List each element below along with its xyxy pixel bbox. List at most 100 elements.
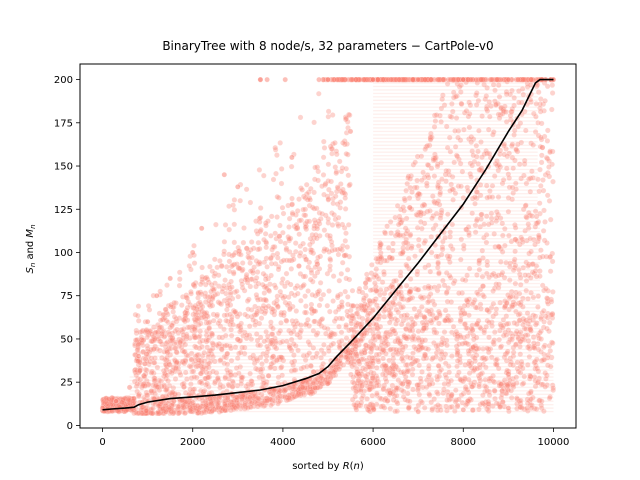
scatter-point bbox=[349, 287, 356, 294]
scatter-point bbox=[370, 76, 376, 83]
scatter-point bbox=[264, 76, 270, 83]
scatter-point bbox=[366, 354, 373, 361]
scatter-point bbox=[133, 327, 140, 334]
scatter-point bbox=[173, 364, 179, 371]
scatter-point bbox=[342, 195, 348, 201]
scatter-point bbox=[188, 364, 194, 370]
scatter-point bbox=[403, 335, 409, 342]
scatter-point bbox=[537, 143, 544, 150]
scatter-point bbox=[300, 240, 306, 247]
scatter-point bbox=[394, 317, 401, 324]
scatter-point bbox=[191, 326, 198, 332]
scatter-point bbox=[332, 193, 339, 199]
y-tick-label: 0 bbox=[67, 421, 73, 432]
scatter-point bbox=[273, 170, 279, 177]
scatter-point bbox=[305, 316, 311, 323]
scatter-point bbox=[182, 369, 189, 376]
scatter-point bbox=[198, 291, 205, 297]
scatter-point bbox=[207, 263, 213, 270]
scatter-point bbox=[517, 271, 523, 278]
scatter-point bbox=[422, 284, 428, 291]
scatter-point bbox=[206, 297, 212, 304]
scatter-point bbox=[390, 360, 397, 366]
scatter-point bbox=[125, 396, 132, 403]
scatter-point bbox=[452, 190, 459, 197]
scatter-point bbox=[199, 264, 205, 271]
scatter-point bbox=[539, 152, 545, 159]
scatter-point bbox=[475, 161, 482, 167]
scatter-point bbox=[222, 394, 229, 401]
scatter-point bbox=[547, 268, 554, 274]
scatter-point bbox=[549, 340, 556, 346]
scatter-point bbox=[338, 181, 344, 187]
scatter-point bbox=[427, 317, 434, 324]
scatter-point bbox=[292, 285, 299, 291]
scatter-point bbox=[523, 202, 529, 208]
y-tick-label: 50 bbox=[60, 334, 73, 345]
scatter-point bbox=[310, 278, 316, 285]
scatter-point bbox=[517, 120, 524, 126]
scatter-point bbox=[488, 354, 495, 360]
scatter-point bbox=[434, 287, 441, 294]
scatter-point bbox=[318, 354, 324, 361]
scatter-point bbox=[259, 361, 265, 367]
scatter-point bbox=[483, 182, 490, 189]
scatter-point bbox=[495, 82, 502, 88]
scatter-point bbox=[351, 361, 358, 368]
scatter-point bbox=[448, 377, 454, 384]
scatter-point bbox=[218, 346, 225, 352]
scatter-point bbox=[479, 400, 486, 406]
scatter-point bbox=[520, 321, 526, 328]
scatter-point bbox=[295, 290, 301, 297]
scatter-point bbox=[461, 242, 467, 249]
scatter-point bbox=[336, 323, 342, 330]
scatter-point bbox=[292, 240, 299, 246]
scatter-point bbox=[532, 224, 539, 230]
scatter-point bbox=[459, 341, 466, 347]
scatter-point bbox=[289, 154, 295, 161]
scatter-point bbox=[465, 397, 471, 404]
scatter-point bbox=[289, 211, 296, 218]
scatter-point bbox=[344, 308, 350, 315]
scatter-point bbox=[449, 221, 456, 228]
scatter-point bbox=[317, 383, 324, 390]
scatter-point bbox=[269, 246, 275, 253]
scatter-point bbox=[450, 323, 457, 330]
scatter-point bbox=[342, 288, 348, 295]
scatter-point bbox=[521, 76, 528, 83]
scatter-point bbox=[253, 275, 260, 281]
scatter-point bbox=[370, 307, 376, 313]
scatter-point bbox=[438, 119, 444, 125]
scatter-point bbox=[409, 189, 415, 195]
scatter-point bbox=[377, 335, 383, 341]
scatter-point bbox=[527, 389, 534, 396]
scatter-point bbox=[321, 342, 327, 348]
scatter-point bbox=[509, 304, 516, 310]
scatter-point bbox=[474, 90, 480, 96]
scatter-point bbox=[389, 255, 395, 261]
scatter-point bbox=[310, 345, 317, 351]
scatter-point bbox=[345, 301, 351, 308]
scatter-point bbox=[277, 398, 283, 404]
scatter-point bbox=[265, 275, 272, 282]
scatter-point bbox=[538, 159, 545, 166]
scatter-point bbox=[197, 339, 203, 345]
scatter-point bbox=[366, 386, 372, 393]
scatter-point bbox=[174, 326, 180, 333]
scatter-point bbox=[202, 375, 208, 382]
scatter-point bbox=[296, 253, 303, 259]
scatter-point bbox=[231, 403, 237, 410]
scatter-point bbox=[287, 385, 293, 391]
scatter-point bbox=[459, 276, 466, 283]
scatter-point bbox=[255, 280, 262, 287]
scatter-point bbox=[489, 272, 495, 278]
scatter-point bbox=[499, 391, 505, 398]
scatter-point bbox=[244, 332, 250, 338]
scatter-point bbox=[346, 182, 352, 189]
scatter-point bbox=[381, 314, 388, 320]
scatter-point bbox=[338, 271, 345, 277]
x-axis-label: sorted by R(n) bbox=[292, 461, 364, 472]
scatter-point bbox=[332, 309, 339, 315]
scatter-point bbox=[239, 260, 246, 266]
